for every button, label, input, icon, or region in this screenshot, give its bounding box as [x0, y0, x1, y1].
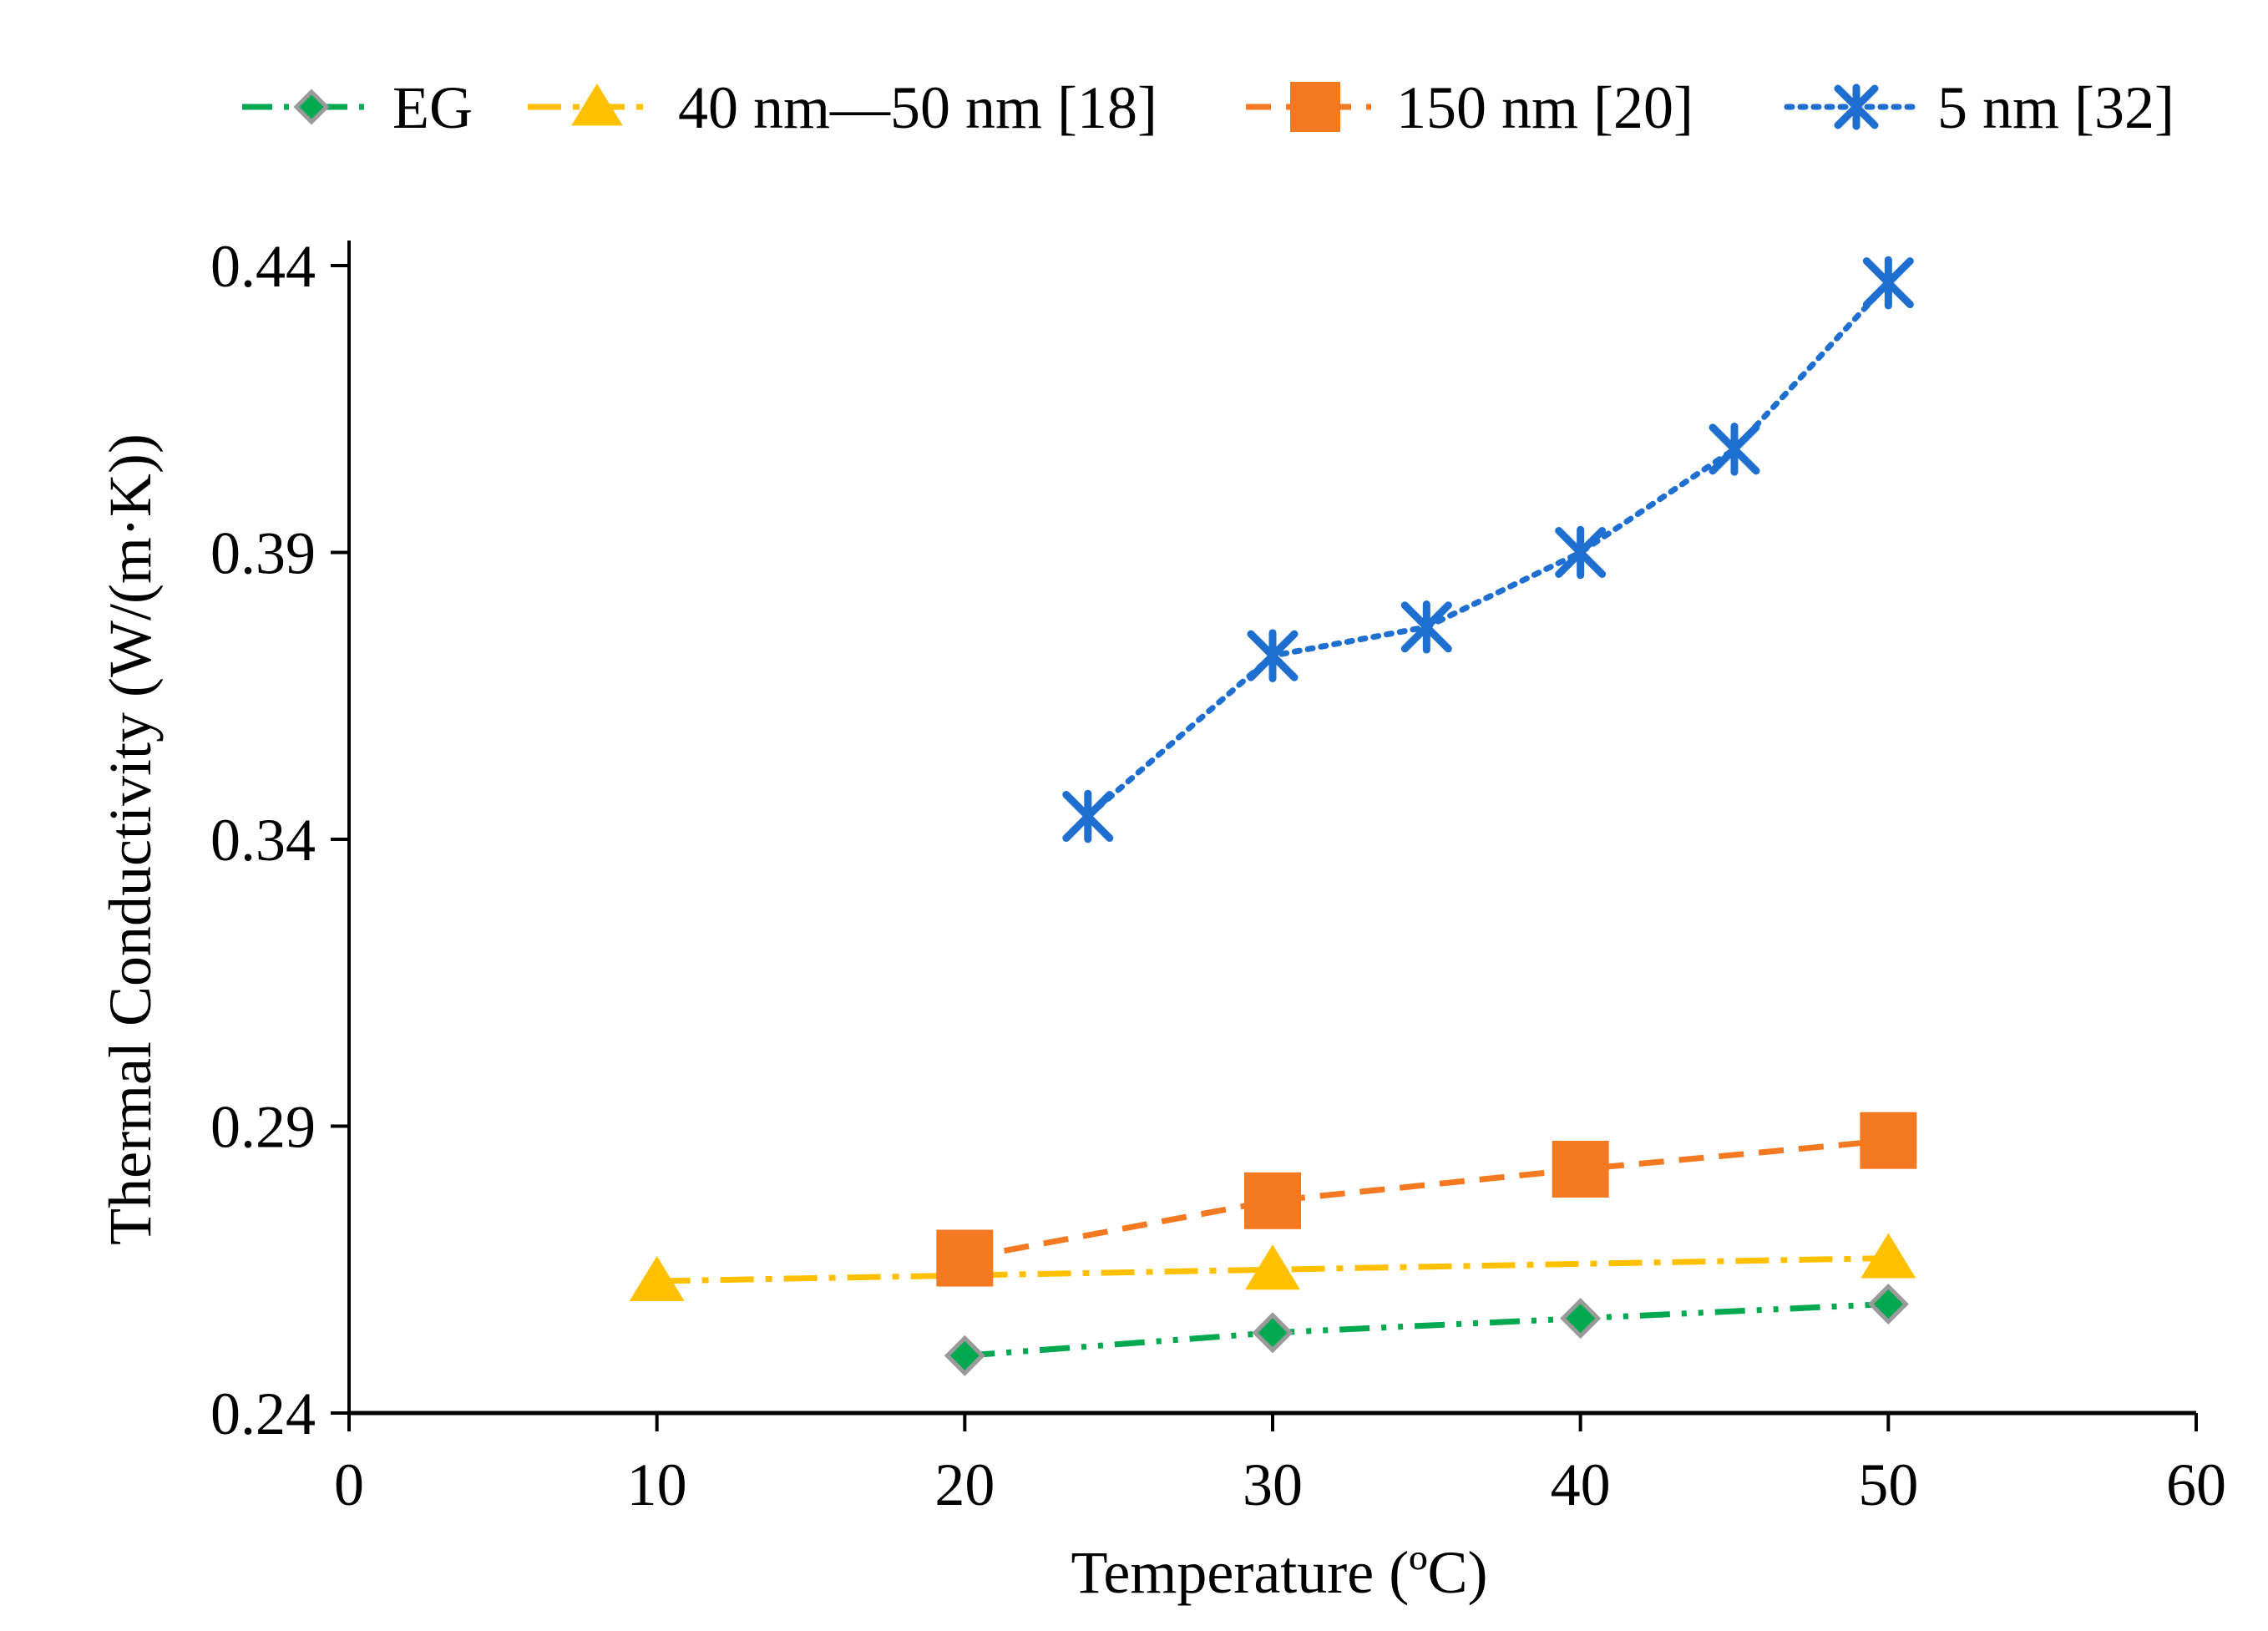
legend-label: EG — [392, 74, 473, 141]
data-point — [1247, 629, 1299, 682]
data-point — [1555, 525, 1607, 580]
data-point — [944, 1335, 985, 1376]
legend-label: 40 nm—50 nm [18] — [678, 74, 1157, 141]
data-point — [1062, 789, 1114, 843]
x-tick-label: 60 — [2166, 1451, 2226, 1518]
x-tick-label: 10 — [627, 1451, 687, 1518]
legend-marker — [1290, 82, 1340, 132]
data-point — [1244, 1172, 1301, 1229]
x-tick-label: 30 — [1243, 1451, 1303, 1518]
data-point — [1867, 1283, 1909, 1325]
legend-label: 150 nm [20] — [1396, 74, 1693, 141]
series-4 — [1062, 256, 1914, 843]
data-point — [1709, 423, 1760, 476]
legend-label: 5 nm [32] — [1937, 74, 2174, 141]
data-point — [1252, 1312, 1293, 1354]
data-point — [1245, 1244, 1300, 1290]
series-line — [1085, 280, 1891, 820]
axes: 0 10 20 30 40 50 60 0.24 0.29 0.34 0.39 0.44 — [210, 233, 2226, 1518]
legend-item: EG — [242, 74, 473, 141]
series-line — [964, 1300, 1889, 1359]
legend-marker — [571, 84, 623, 126]
data-point — [1862, 256, 1914, 310]
data-point — [1860, 1233, 1916, 1279]
legend-item: 40 nm—50 nm [18] — [528, 74, 1157, 141]
y-tick-label: 0.39 — [210, 520, 316, 587]
data-point — [1860, 1112, 1917, 1169]
data-point — [629, 1255, 685, 1301]
data-point — [1400, 600, 1452, 654]
x-tick-label: 40 — [1551, 1451, 1611, 1518]
legend-marker — [1834, 84, 1879, 130]
legend-marker — [293, 89, 330, 125]
series-line — [656, 1255, 1889, 1284]
data-point — [936, 1229, 994, 1287]
series-3 — [936, 1112, 1917, 1287]
y-tick-label: 0.34 — [210, 807, 316, 874]
legend-item: 150 nm [20] — [1246, 74, 1693, 141]
y-tick-label: 0.44 — [210, 233, 316, 300]
series-layer — [629, 256, 1917, 1376]
x-tick-label: 50 — [1858, 1451, 1918, 1518]
series-line — [964, 1137, 1889, 1261]
data-point — [1560, 1298, 1602, 1340]
legend: EG 40 nm—50 nm [18] 150 nm [20] 5 nm [32] — [242, 74, 2174, 141]
legend-item: 5 nm [32] — [1784, 74, 2174, 141]
y-axis-title: Thermal Conductivity (W/(m·K)) — [97, 433, 164, 1245]
series-2 — [629, 1233, 1916, 1301]
y-tick-label: 0.24 — [210, 1380, 316, 1447]
x-tick-label: 20 — [934, 1451, 995, 1518]
y-tick-label: 0.29 — [210, 1094, 316, 1161]
x-axis-title: Temperature (ºC) — [1071, 1539, 1487, 1606]
series-1 — [944, 1283, 1909, 1376]
x-tick-label: 0 — [334, 1451, 364, 1518]
data-point — [1552, 1141, 1609, 1198]
